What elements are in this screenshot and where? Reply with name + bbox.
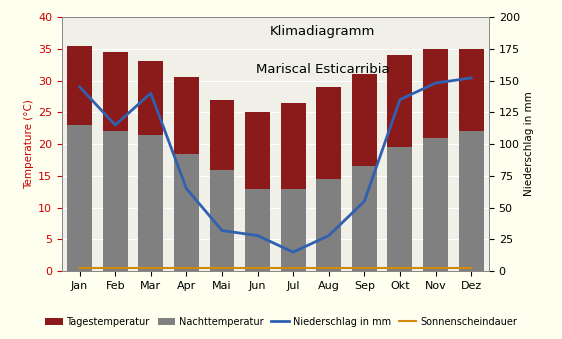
Bar — [138, 135, 163, 271]
Bar — [388, 55, 413, 147]
Bar — [388, 147, 413, 271]
Bar — [245, 188, 270, 271]
Bar — [459, 49, 483, 131]
Text: Klimadiagramm: Klimadiagramm — [270, 25, 375, 38]
Bar — [103, 52, 128, 131]
Bar — [67, 125, 92, 271]
Text: Mariscal Esticarribia: Mariscal Esticarribia — [256, 63, 389, 76]
Y-axis label: Niederschlag in mm: Niederschlag in mm — [524, 92, 534, 196]
Bar — [352, 166, 377, 271]
Bar — [103, 131, 128, 271]
Bar — [210, 100, 234, 170]
Bar — [210, 170, 234, 271]
Bar — [281, 188, 306, 271]
Bar — [138, 61, 163, 135]
Bar — [352, 74, 377, 166]
Bar — [245, 112, 270, 188]
Bar — [459, 131, 483, 271]
Bar — [423, 138, 448, 271]
Bar — [174, 154, 199, 271]
Bar — [281, 103, 306, 188]
Bar — [67, 45, 92, 125]
Bar — [174, 77, 199, 154]
Legend: Tagestemperatur, Nachttemperatur, Niederschlag in mm, Sonnenscheindauer: Tagestemperatur, Nachttemperatur, Nieder… — [41, 313, 521, 331]
Bar — [316, 179, 341, 271]
Bar — [316, 87, 341, 179]
Y-axis label: Temperature (°C): Temperature (°C) — [24, 99, 34, 189]
Bar — [423, 49, 448, 138]
